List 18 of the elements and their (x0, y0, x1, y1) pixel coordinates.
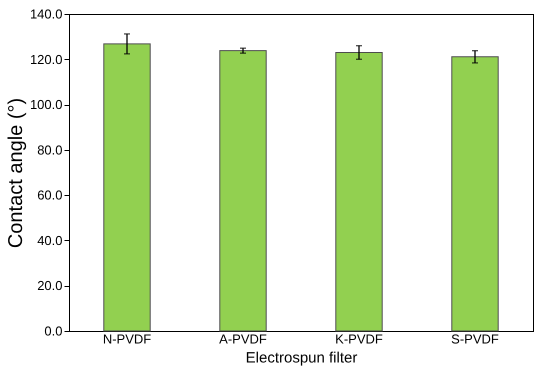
y-tick-label: 40.0 (37, 232, 62, 248)
y-tick-label: 20.0 (37, 278, 62, 294)
y-tick-label: 120.0 (30, 52, 62, 67)
x-tick-label: K-PVDF (335, 332, 383, 346)
bar (451, 56, 499, 332)
bar (335, 52, 383, 332)
y-tick-label: 80.0 (37, 142, 62, 158)
y-tick-label: 60.0 (37, 188, 62, 203)
x-tick-label: S-PVDF (451, 332, 499, 346)
bar (219, 50, 267, 332)
y-tick-label: 140.0 (30, 6, 62, 22)
x-tick-label: A-PVDF (219, 332, 267, 346)
y-tick-label: 100.0 (30, 97, 62, 112)
bar (103, 43, 151, 332)
y-tick-label: 0.0 (44, 324, 62, 338)
y-axis-title: Contact angle (°) (4, 98, 27, 248)
x-axis-title: Electrospun filter (246, 350, 358, 366)
x-tick-label: N-PVDF (102, 332, 152, 346)
